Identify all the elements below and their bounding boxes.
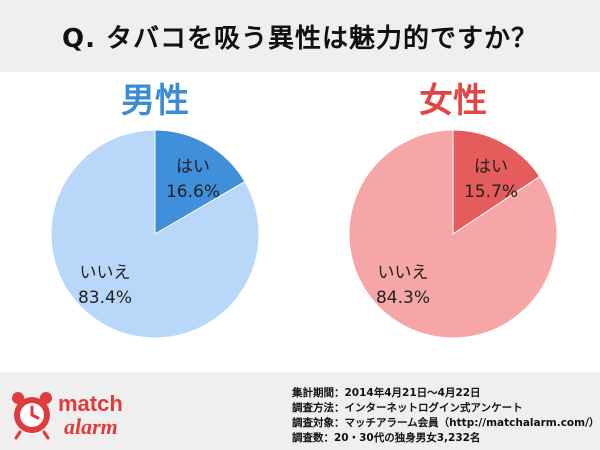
survey-method: 調査方法：インターネットログイン式アンケート [292,402,523,414]
survey-count: 調査数：20・30代の独身男女3,232名 [292,432,481,444]
pie-slice-no [50,129,260,339]
page-title: Q. タバコを吸う異性は魅力的ですか？ [61,23,539,54]
chart-title: 男性 [121,81,189,121]
category-label: いいえ [80,263,131,283]
pie-slice-no [348,129,558,339]
category-label: はい [474,157,508,177]
title-bar: Q. タバコを吸う異性は魅力的ですか？ [0,0,600,72]
category-label: いいえ [378,263,429,283]
alarm-clock-icon [12,392,52,440]
logo-text-match: match [58,391,123,416]
survey-info: 集計期間：2014年4月21日～4月22日 調査方法：インターネットログイン式ア… [292,386,599,446]
survey-period: 集計期間：2014年4月21日～4月22日 [292,387,481,399]
chart-title: 女性 [419,81,487,121]
logo-text-alarm: alarm [64,414,118,439]
value-label: 15.7% [464,182,518,202]
value-label: 16.6% [166,182,220,202]
matchalarm-logo: match alarm [12,391,123,440]
footer: match alarm 集計期間：2014年4月21日～4月22日 調査方法：イ… [0,372,600,450]
pie-slice-yes [154,129,246,235]
value-label: 84.3% [376,288,430,308]
survey-target: 調査対象：マッチアラーム会員（http://matchalarm.com/） [292,417,600,429]
value-label: 83.4% [78,288,132,308]
pie-slice-yes [452,129,541,235]
category-label: はい [176,157,210,177]
